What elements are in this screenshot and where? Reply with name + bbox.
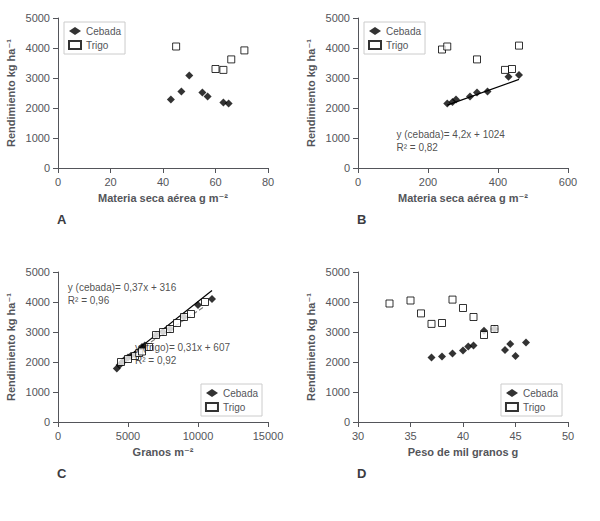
svg-text:5000: 5000 [326,12,350,24]
svg-text:y (trigo)= 0,31x + 607: y (trigo)= 0,31x + 607 [135,342,230,353]
svg-text:Granos m⁻²: Granos m⁻² [133,446,194,458]
svg-text:2000: 2000 [26,356,50,368]
svg-text:Peso de mil granos g: Peso de mil granos g [408,446,519,458]
svg-text:1000: 1000 [326,386,350,398]
svg-text:80: 80 [262,176,274,188]
svg-text:Rendimiento kg ha⁻¹: Rendimiento kg ha⁻¹ [305,39,317,147]
svg-text:400: 400 [489,176,507,188]
svg-text:5000: 5000 [26,12,50,24]
svg-text:5000: 5000 [26,266,50,278]
svg-text:200: 200 [419,176,437,188]
svg-text:Cebada: Cebada [386,26,421,37]
svg-text:2000: 2000 [326,102,350,114]
svg-text:R² = 0,92: R² = 0,92 [135,355,177,366]
svg-text:4000: 4000 [26,296,50,308]
svg-text:4000: 4000 [326,296,350,308]
svg-text:0: 0 [55,430,61,442]
svg-text:Rendimiento kg ha⁻¹: Rendimiento kg ha⁻¹ [5,293,17,401]
svg-text:Rendimiento kg ha⁻¹: Rendimiento kg ha⁻¹ [5,39,17,147]
svg-text:0: 0 [44,162,50,174]
svg-text:Cebada: Cebada [523,388,558,399]
svg-text:30: 30 [352,430,364,442]
svg-text:40: 40 [457,430,469,442]
svg-text:4000: 4000 [326,42,350,54]
svg-text:0: 0 [355,176,361,188]
svg-text:0: 0 [44,416,50,428]
svg-text:10000: 10000 [183,430,214,442]
svg-text:Trigo: Trigo [86,40,109,51]
svg-text:Materia seca aérea g m⁻²: Materia seca aérea g m⁻² [398,192,528,204]
svg-text:5000: 5000 [326,266,350,278]
svg-text:Cebada: Cebada [223,388,258,399]
svg-text:A: A [57,212,67,227]
svg-text:20: 20 [104,176,116,188]
svg-text:35: 35 [404,430,416,442]
svg-text:R² = 0,82: R² = 0,82 [397,142,439,153]
svg-text:C: C [57,466,67,481]
svg-text:40: 40 [157,176,169,188]
svg-text:3000: 3000 [326,326,350,338]
svg-text:3000: 3000 [26,72,50,84]
svg-text:1000: 1000 [26,132,50,144]
svg-text:3000: 3000 [326,72,350,84]
svg-text:2000: 2000 [326,356,350,368]
svg-text:Trigo: Trigo [523,402,546,413]
svg-text:50: 50 [562,430,574,442]
svg-text:B: B [357,212,366,227]
svg-text:600: 600 [559,176,577,188]
svg-text:Cebada: Cebada [86,26,121,37]
svg-text:y (cebada)= 0,37x + 316: y (cebada)= 0,37x + 316 [68,282,177,293]
svg-text:0: 0 [344,416,350,428]
svg-text:y (cebada)= 4,2x + 1024: y (cebada)= 4,2x + 1024 [397,129,506,140]
svg-text:Rendimiento kg ha⁻¹: Rendimiento kg ha⁻¹ [305,293,317,401]
svg-text:D: D [357,466,366,481]
svg-text:Trigo: Trigo [386,40,409,51]
svg-text:45: 45 [509,430,521,442]
svg-text:1000: 1000 [26,386,50,398]
svg-text:R² = 0,96: R² = 0,96 [68,295,110,306]
svg-text:0: 0 [55,176,61,188]
svg-text:Trigo: Trigo [223,402,246,413]
svg-text:3000: 3000 [26,326,50,338]
svg-text:60: 60 [209,176,221,188]
svg-text:2000: 2000 [26,102,50,114]
svg-text:4000: 4000 [26,42,50,54]
svg-text:5000: 5000 [116,430,140,442]
svg-text:0: 0 [344,162,350,174]
svg-text:Materia seca aérea g m⁻²: Materia seca aérea g m⁻² [98,192,228,204]
svg-text:1000: 1000 [326,132,350,144]
svg-text:15000: 15000 [253,430,284,442]
